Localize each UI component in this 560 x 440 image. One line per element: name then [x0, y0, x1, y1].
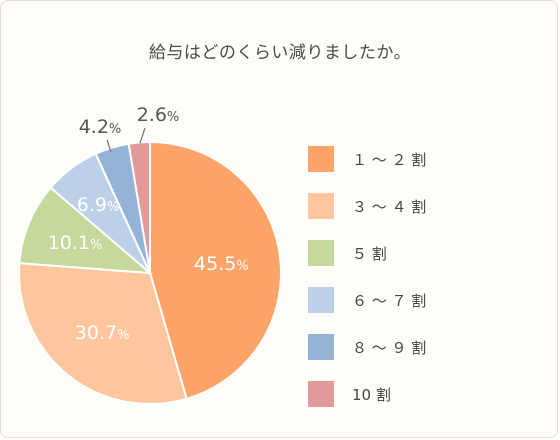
leader-line [106, 139, 112, 153]
legend-swatch [308, 334, 334, 360]
data-label-2: 30.7% [75, 322, 130, 344]
legend-item-1: １ ～ ２ 割 [308, 146, 508, 172]
legend-label: ８ ～ ９ 割 [352, 339, 427, 357]
legend-label: 10 割 [352, 386, 391, 404]
legend-label: ６ ～ ７ 割 [352, 292, 427, 310]
chart-title: 給与はどのくらい減りましたか。 [148, 43, 412, 63]
legend-item-4: ６ ～ ７ 割 [308, 287, 508, 313]
legend-swatch [308, 381, 334, 407]
legend-label: ５ 割 [352, 245, 387, 263]
legend-swatch [308, 287, 334, 313]
data-label-5: 4.2% [79, 116, 122, 138]
data-label-6: 2.6% [137, 104, 180, 126]
legend-item-3: ５ 割 [308, 240, 508, 266]
legend-label: ３ ～ ４ 割 [352, 198, 427, 216]
data-label-4: 6.9% [77, 194, 120, 216]
data-label-1: 45.5% [194, 253, 249, 275]
pie-slice-3 [18, 186, 153, 275]
legend-swatch [308, 193, 334, 219]
legend-label: １ ～ ２ 割 [352, 151, 427, 169]
pie-slice-1 [149, 140, 282, 401]
leader-line [139, 127, 146, 144]
legend-swatch [308, 146, 334, 172]
data-label-3: 10.1% [48, 232, 103, 254]
legend-item-6: 10 割 [308, 381, 508, 407]
pie-slice-2 [18, 262, 188, 405]
pie-slice-6 [127, 140, 151, 274]
legend-item-5: ８ ～ ９ 割 [308, 334, 508, 360]
legend-swatch [308, 240, 334, 266]
legend-item-2: ３ ～ ４ 割 [308, 193, 508, 219]
